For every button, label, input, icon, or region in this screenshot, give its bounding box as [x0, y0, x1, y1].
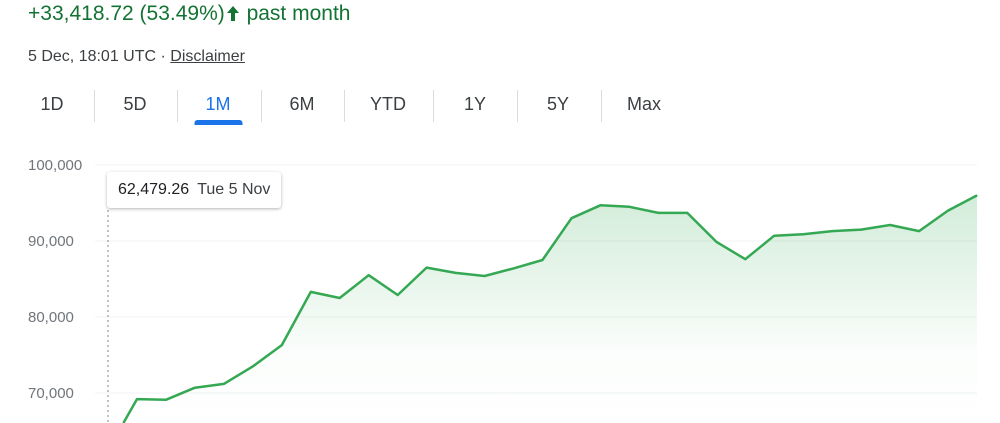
tab-label: YTD: [370, 94, 406, 114]
data-point: [542, 259, 543, 261]
y-tick-label: 70,000: [28, 385, 74, 402]
tab-label: 1D: [40, 94, 64, 114]
tab-max[interactable]: Max: [627, 86, 661, 124]
data-point: [426, 267, 428, 269]
data-point: [947, 210, 949, 212]
data-point: [570, 217, 572, 219]
tab-divider: [94, 90, 95, 122]
tooltip-date: Tue 5 Nov: [197, 181, 271, 198]
data-point: [368, 274, 370, 276]
data-point: [339, 297, 341, 299]
tab-5y[interactable]: 5Y: [547, 86, 569, 124]
tab-label: 5D: [123, 94, 147, 114]
tab-label: Max: [626, 94, 662, 114]
data-point: [628, 206, 630, 208]
tooltip-value: 62,479.26: [118, 181, 190, 198]
y-tick-label: 90,000: [28, 233, 74, 250]
tab-divider: [601, 90, 602, 122]
range-tabs: 1D 5D 1M 6M YTD 1Y 5Y Max: [0, 86, 700, 126]
y-tick-label: 100,000: [28, 157, 82, 174]
tab-1m[interactable]: 1M: [193, 86, 242, 125]
data-point: [860, 229, 862, 231]
tab-divider: [261, 90, 262, 122]
price-change: +33,418.72 (53.49%) past month: [28, 2, 350, 26]
data-point: [715, 241, 717, 243]
data-point: [194, 387, 196, 389]
hover-tooltip: 62,479.26 Tue 5 Nov: [107, 172, 282, 208]
tab-ytd[interactable]: YTD: [370, 86, 406, 124]
tab-label: 1M: [205, 94, 231, 114]
data-point: [657, 212, 659, 214]
tab-divider: [433, 90, 434, 122]
data-point: [281, 344, 283, 346]
data-point: [889, 224, 891, 226]
data-point: [484, 275, 486, 277]
data-point: [165, 399, 167, 401]
data-point: [252, 365, 254, 367]
timestamp: 5 Dec, 18:01 UTC ·: [28, 48, 171, 65]
data-point: [223, 383, 225, 385]
data-point: [831, 230, 833, 232]
data-point: [455, 272, 457, 274]
data-point: [918, 230, 920, 232]
data-point: [686, 212, 688, 214]
data-point: [136, 398, 138, 400]
tab-1y[interactable]: 1Y: [464, 86, 486, 124]
data-point: [802, 233, 804, 235]
tab-1d[interactable]: 1D: [40, 86, 63, 124]
data-point: [599, 204, 601, 206]
tab-label: 1Y: [463, 94, 487, 114]
arrow-up-icon: [225, 2, 241, 26]
tab-divider: [344, 90, 345, 122]
tab-6m[interactable]: 6M: [289, 86, 314, 124]
data-point: [513, 267, 515, 269]
active-tab-indicator: [193, 120, 242, 125]
price-change-period: past month: [246, 2, 351, 25]
y-tick-label: 80,000: [28, 309, 74, 326]
tab-divider: [517, 90, 518, 122]
tab-label: 5Y: [546, 94, 570, 114]
tab-5d[interactable]: 5D: [123, 86, 146, 124]
data-point: [744, 258, 746, 260]
area-fill: [123, 195, 977, 423]
data-point: [310, 291, 312, 293]
disclaimer-link[interactable]: Disclaimer: [170, 48, 245, 65]
tab-divider: [177, 90, 178, 122]
data-point: [397, 294, 399, 296]
price-change-value: +33,418.72 (53.49%): [28, 2, 225, 25]
data-point: [976, 194, 978, 196]
tab-label: 6M: [289, 94, 315, 114]
data-point: [773, 235, 775, 237]
timestamp-line: 5 Dec, 18:01 UTC · Disclaimer: [28, 48, 245, 66]
